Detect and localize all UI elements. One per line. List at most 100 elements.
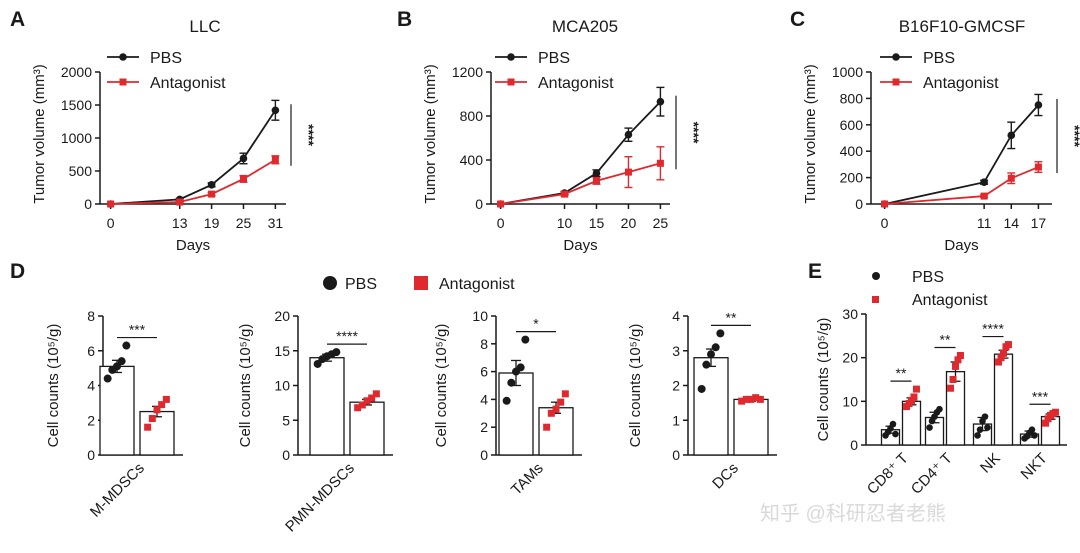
data-point-pbs (702, 360, 711, 369)
significance-label: ** (940, 331, 951, 347)
chart-d-pmn-mdscs: 0 5 10 15 20 Cell counts (10⁵/g) **** PMN-MDSCs (237, 308, 393, 535)
x-tick-label: 14 (1003, 215, 1019, 231)
y-tick-label: 600 (840, 117, 864, 133)
data-point-antagonist (1051, 408, 1059, 416)
data-point-antagonist (372, 390, 380, 398)
legend-e-antagonist-label: Antagonist (912, 292, 988, 309)
data-point-pbs (656, 97, 665, 106)
data-point-pbs (1028, 426, 1036, 434)
data-point-antagonist (561, 390, 569, 398)
y-tick-label: 8 (87, 308, 95, 324)
data-point-antagonist (176, 198, 184, 206)
x-tick-label: 19 (204, 215, 220, 231)
data-point-pbs (122, 341, 131, 350)
data-point-pbs (1031, 432, 1038, 439)
data-point-antagonist (949, 376, 957, 383)
y-tick-label: 1 (672, 412, 680, 428)
significance-label: ** (726, 309, 737, 325)
legend-e-pbs-label: PBS (912, 269, 944, 286)
data-point-pbs (716, 329, 725, 338)
data-point-antagonist (910, 393, 918, 401)
y-tick-label: 800 (840, 90, 864, 106)
legend-e: PBS Antagonist (872, 269, 988, 309)
y-tick-label: 15 (274, 343, 290, 359)
x-tick-label: 25 (236, 215, 252, 231)
data-point-pbs (516, 363, 525, 372)
y-axis-label: Cell counts (10⁵/g) (237, 324, 254, 448)
data-point-pbs (592, 169, 601, 177)
data-point-pbs (1034, 101, 1043, 109)
data-point-antagonist (997, 354, 1005, 362)
legend-label: Antagonist (538, 75, 614, 92)
chart-d-tams: 0 2 4 6 8 10 Cell counts (10⁵/g) * TAMs (433, 308, 582, 499)
y-tick-label: 2000 (61, 64, 92, 80)
data-point-antagonist (208, 190, 216, 198)
data-point-antagonist (158, 401, 166, 409)
data-point-pbs (976, 426, 984, 434)
data-point-pbs (521, 335, 530, 344)
legend-marker-antagonist (507, 78, 515, 86)
data-point-antagonist (1042, 419, 1050, 427)
y-tick-label: 6 (480, 364, 488, 380)
panel-letter-a: A (10, 8, 25, 31)
data-point-pbs (117, 357, 126, 366)
data-point-antagonist (1007, 174, 1015, 182)
y-tick-label: 30 (842, 306, 858, 322)
panel-letter-e: E (808, 260, 822, 283)
legend-label: PBS (538, 50, 570, 67)
data-point-antagonist (947, 384, 955, 392)
bar-pbs (309, 357, 345, 456)
y-tick-label: 4 (672, 308, 680, 324)
y-tick-label: 200 (840, 170, 864, 186)
data-point-pbs (974, 432, 981, 439)
data-point-antagonist (497, 200, 505, 208)
data-point-antagonist (1004, 341, 1012, 349)
data-point-pbs (981, 413, 989, 420)
data-point-antagonist (956, 351, 964, 359)
x-tick-label: 17 (1031, 215, 1047, 231)
x-tick-label: 31 (268, 215, 284, 231)
chart-title: MCA205 (552, 17, 618, 36)
significance-label: *** (129, 322, 146, 338)
legend-d-pbs-marker (323, 276, 337, 290)
category-label: NK (977, 450, 1004, 477)
series-line-antagonist (110, 159, 276, 205)
x-axis-label: Days (176, 237, 210, 254)
x-axis-label: Days (944, 237, 978, 254)
bar-antagonist (733, 398, 769, 456)
legend-d-antagonist-marker (414, 276, 428, 290)
y-axis-label: Tumor volume (mm³) (422, 64, 439, 203)
x-tick-label: 10 (557, 215, 573, 231)
y-tick-label: 10 (842, 393, 858, 409)
data-point-antagonist (363, 397, 371, 405)
data-point-pbs (984, 424, 991, 431)
significance-label: *** (1032, 388, 1049, 404)
y-tick-label: 0 (672, 447, 680, 463)
data-point-antagonist (162, 395, 170, 403)
series-line-antagonist (884, 166, 1039, 205)
y-tick-label: 1200 (452, 64, 483, 80)
x-tick-label: 20 (621, 215, 637, 231)
significance-label: **** (336, 328, 358, 344)
data-point-antagonist (354, 404, 362, 412)
bar-antagonist (139, 410, 175, 456)
data-point-antagonist (954, 356, 962, 364)
y-tick-label: 400 (840, 143, 864, 159)
y-axis-label: Cell counts (10⁵/g) (815, 318, 832, 442)
y-tick-label: 3 (672, 343, 680, 359)
series-line-pbs (500, 101, 662, 205)
legend-d-antagonist-label: Antagonist (439, 276, 515, 293)
bar-antagonist (538, 407, 574, 456)
data-point-pbs (936, 405, 943, 413)
legend-d-pbs-label: PBS (345, 276, 377, 293)
y-tick-label: 2 (672, 378, 680, 394)
data-point-antagonist (368, 394, 376, 402)
chart-title: B16F10-GMCSF (899, 17, 1026, 36)
data-point-pbs (980, 178, 988, 187)
legend-marker-pbs (892, 53, 900, 61)
x-tick-label: 0 (107, 215, 115, 231)
data-point-antagonist (547, 409, 555, 417)
y-axis-label: Tumor volume (mm³) (31, 64, 48, 203)
y-tick-label: 0 (480, 447, 488, 463)
